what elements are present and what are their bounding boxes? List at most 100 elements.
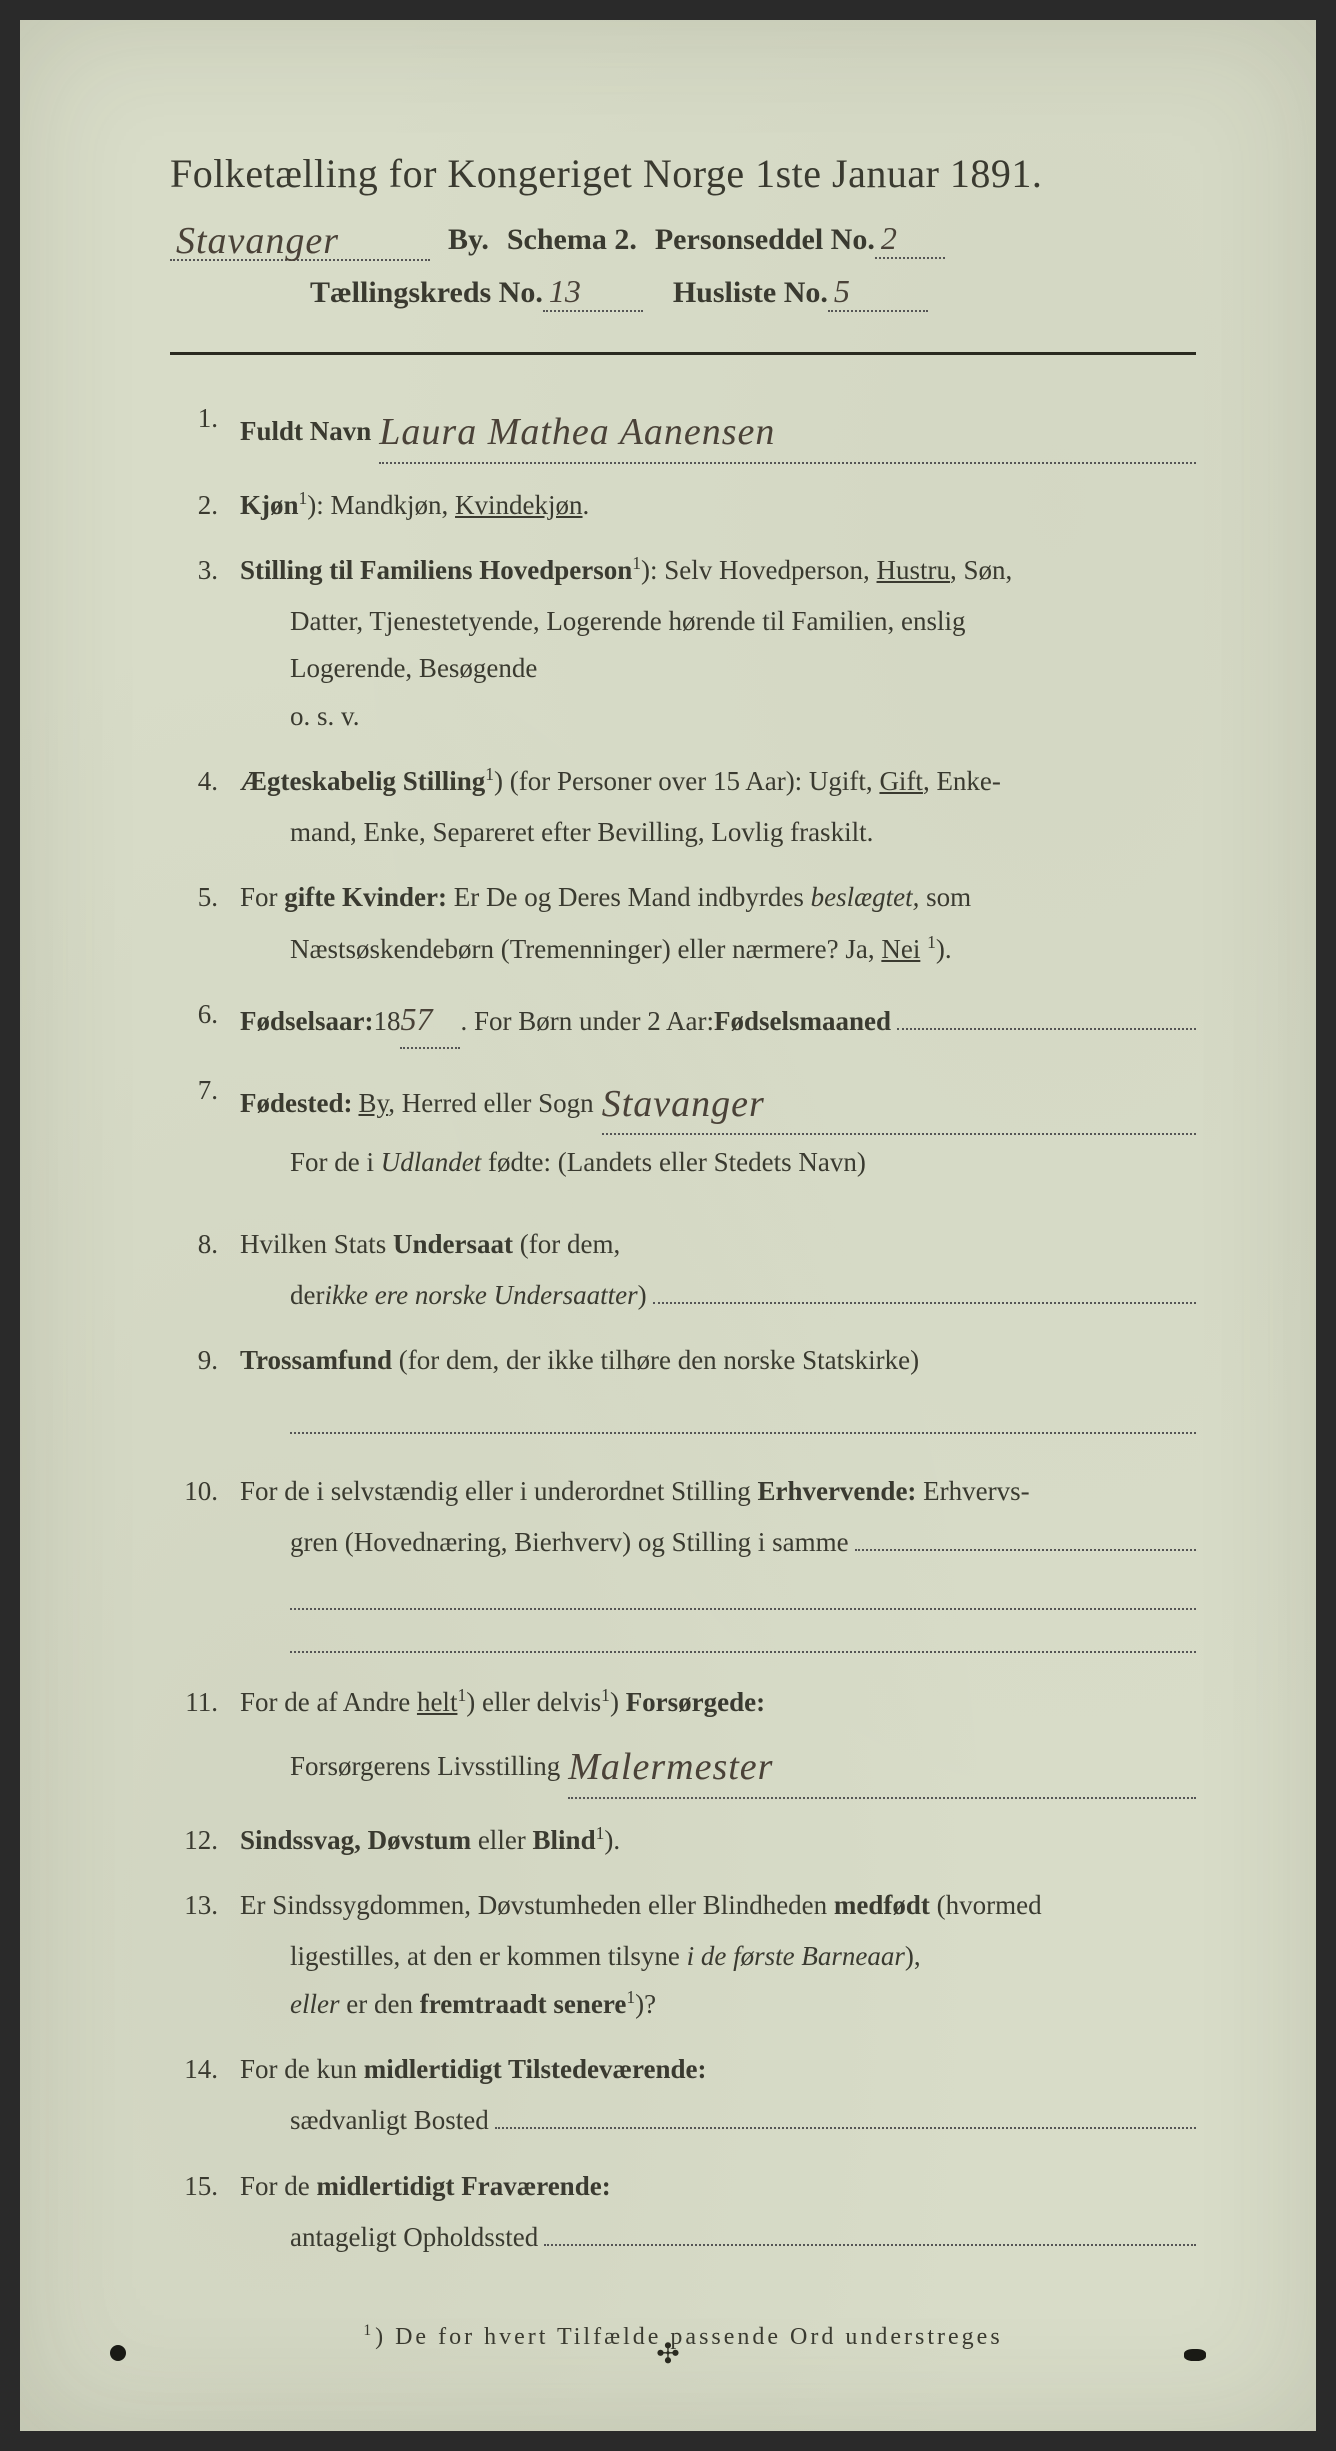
fodselsmaaned: Fødselsmaaned [714,998,891,1045]
taellingskreds-no-field: 13 [543,273,643,312]
text: fødte: (Landets eller Stedets Navn) [481,1147,866,1177]
item-3-cont: Logerende, Besøgende [240,645,1196,692]
text: ) (for Personer over 15 Aar): Ugift, [494,766,879,796]
by-label: By. [448,223,489,257]
item-num: 2. [170,482,240,529]
text: ) [610,1687,626,1717]
item-num: 12. [170,1817,240,1864]
italic: i de første Barneaar [687,1941,905,1971]
aegteskab-label: Ægteskabelig Stilling [240,766,485,796]
text: sædvanligt Bosted [290,2097,489,2144]
blind: Blind [533,1825,596,1855]
text: ), [905,1941,921,1971]
text: ): Mandkjøn, [307,490,455,520]
text: (for dem, der ikke tilhøre den norske St… [392,1345,919,1375]
husliste-no: 5 [834,273,850,309]
taellingskreds-no: 13 [549,273,581,309]
text: gren (Hovednæring, Bierhverv) og Stillin… [290,1519,849,1566]
sindssvag: Sindssvag, Døvstum [240,1825,471,1855]
item-5: 5. For gifte Kvinder: Er De og Deres Man… [170,874,1196,921]
kjon-label: Kjøn [240,490,299,520]
text: eller [471,1825,532,1855]
item-11-cont: Forsørgerens Livsstilling Malermester [240,1730,1196,1799]
item-8-cont: der ikke ere norske Undersaatter) [240,1272,1196,1320]
text: Forsørgerens Livsstilling [290,1743,560,1790]
erhvervende: Erhvervende: [757,1476,916,1506]
item-num: 3. [170,547,240,594]
year-value: 57 [400,1001,432,1037]
fravaerende: midlertidigt Fraværende: [317,2171,611,2201]
sup: 1 [457,1685,466,1705]
items-list: 1. Fuldt Navn Laura Mathea Aanensen 2. K… [170,395,1196,2262]
udlandet: Udlandet [381,1147,482,1177]
text: der [290,1272,324,1319]
dotted-fill [897,997,1196,1029]
item-3-cont: Datter, Tjenestetyende, Logerende hørend… [240,598,1196,645]
sup: 1 [927,932,936,952]
fodested-label: Fødested: [240,1080,352,1127]
item-8: 8. Hvilken Stats Undersaat (for dem, [170,1221,1196,1268]
item-9: 9. Trossamfund (for dem, der ikke tilhør… [170,1337,1196,1384]
item-13-cont2: eller er den fremtraadt senere1)? [240,1981,1196,2028]
year-field: 57 [400,991,460,1049]
husliste-label: Husliste No. [673,276,828,310]
text: , Enke- [923,766,1001,796]
taellingskreds-label: Tællingskreds No. [310,276,543,310]
item-4: 4. Ægteskabelig Stilling1) (for Personer… [170,758,1196,805]
sup: 1 [299,488,308,508]
beslaegtet: beslægtet, [811,882,920,912]
punch-mark-icon [1184,2349,1206,2361]
header-block: Folketælling for Kongeriget Norge 1ste J… [170,150,1196,312]
italic: ikke ere norske Undersaatter [324,1272,637,1319]
text: For de [240,2171,317,2201]
text: , Søn, [950,555,1012,585]
item-15-cont: antageligt Opholdssted [240,2214,1196,2262]
census-form-page: Folketælling for Kongeriget Norge 1ste J… [20,20,1316,2431]
item-7: 7. Fødested: By, Herred eller Sogn Stava… [170,1067,1196,1136]
item-5-cont: Næstsøskendebørn (Tremenninger) eller næ… [240,926,1196,973]
item-num: 1. [170,395,240,464]
text: ). [936,934,952,964]
gift: Gift [879,766,923,796]
item-num: 13. [170,1882,240,1929]
text: For de i [290,1147,381,1177]
text: er den [339,1989,419,2019]
text: ): Selv Hovedperson, [641,555,876,585]
item-10: 10. For de i selvstændig eller i underor… [170,1468,1196,1515]
gifte-kvinder: gifte Kvinder: [284,882,447,912]
sup: 1 [626,1987,635,2007]
personseddel-label: Personseddel No. [655,223,875,257]
text: (hvormed [930,1890,1042,1920]
text: , Herred eller Sogn [388,1088,593,1118]
item-num: 14. [170,2046,240,2093]
text: For [240,882,284,912]
item-11: 11. For de af Andre helt1) eller delvis1… [170,1679,1196,1726]
subtitle-row-1: Stavanger By. Schema 2. Personseddel No.… [170,215,1196,261]
header-divider [170,352,1196,355]
sup: 1 [363,2322,375,2339]
eller: eller [290,1989,339,2019]
name-value: Laura Mathea Aanensen [379,411,775,453]
item-num: 7. [170,1067,240,1136]
dotted-fill [855,1519,1196,1551]
helt: helt [417,1687,458,1717]
schema-label: Schema 2. [507,223,637,257]
item-12: 12. Sindssvag, Døvstum eller Blind1). [170,1817,1196,1864]
item-num: 15. [170,2163,240,2210]
text: ligestilles, at den er kommen tilsyne [290,1941,687,1971]
item-num: 8. [170,1221,240,1268]
personseddel-no: 2 [881,220,897,256]
dotted-fill [653,1272,1196,1304]
sup: 1 [601,1685,610,1705]
item-3-cont: o. s. v. [240,693,1196,740]
subtitle-row-2: Tællingskreds No. 13 Husliste No. 5 [170,273,1196,312]
trossamfund: Trossamfund [240,1345,392,1375]
personseddel-no-field: 2 [875,220,945,259]
item-1: 1. Fuldt Navn Laura Mathea Aanensen [170,395,1196,464]
item-2: 2. Kjøn1): Mandkjøn, Kvindekjøn. [170,482,1196,529]
provider-value: Malermester [568,1746,773,1788]
item-6: 6. Fødselsaar: 1857. For Børn under 2 Aa… [170,991,1196,1049]
item-13-cont1: ligestilles, at den er kommen tilsyne i … [240,1933,1196,1980]
cross-mark-icon: ✣ [656,2337,679,2371]
sup: 1 [632,553,641,573]
